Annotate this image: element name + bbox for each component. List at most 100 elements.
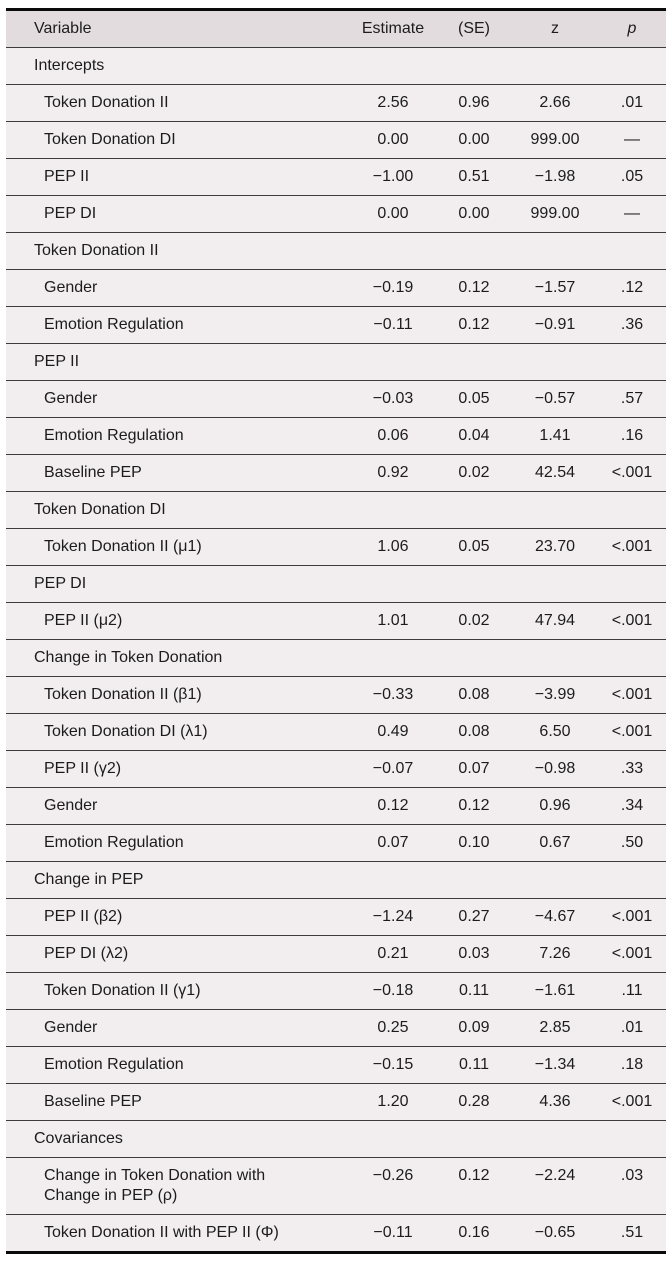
se-value: 0.03 — [436, 935, 512, 973]
se-value: 0.11 — [436, 1046, 512, 1084]
z-value: −1.34 — [512, 1046, 598, 1084]
se-value: 0.27 — [436, 898, 512, 936]
row-label: Change in Token Donation with Change in … — [6, 1157, 350, 1215]
row-label-text: PEP II (μ2) — [44, 612, 123, 629]
section-header-label: Token Donation DI — [6, 491, 666, 529]
row-label: Baseline PEP — [6, 454, 350, 492]
z-value: 999.00 — [512, 121, 598, 159]
section-header-row: Token Donation DI — [6, 491, 666, 529]
estimate-value: −1.00 — [350, 158, 436, 196]
row-label-text: PEP II (γ2) — [44, 760, 122, 777]
estimate-value: 0.21 — [350, 935, 436, 973]
estimate-value: 1.01 — [350, 602, 436, 640]
p-value: <.001 — [598, 713, 666, 751]
row-label-text: Gender — [44, 279, 98, 296]
z-value: −4.67 — [512, 898, 598, 936]
row-label-text: Change in Token Donation with Change in … — [44, 1167, 266, 1204]
section-header-label: Intercepts — [6, 47, 666, 85]
estimate-value: −0.33 — [350, 676, 436, 714]
estimate-value: 0.92 — [350, 454, 436, 492]
table-row: Gender −0.03 0.05 −0.57.57 — [6, 380, 666, 418]
table-row: PEP DI (λ2) 0.21 0.03 7.26 <.001 — [6, 935, 666, 973]
row-label-text: Emotion Regulation — [44, 427, 184, 444]
p-value: — — [598, 121, 666, 159]
se-value: 0.12 — [436, 787, 512, 825]
se-value: 0.12 — [436, 269, 512, 307]
se-value: 0.05 — [436, 528, 512, 566]
row-label-text: Token Donation II — [44, 94, 169, 111]
row-label: Token Donation II (β1) — [6, 676, 350, 714]
row-label: Baseline PEP — [6, 1083, 350, 1121]
col-header-estimate: Estimate — [350, 9, 436, 48]
p-value: .50 — [598, 824, 666, 862]
row-label: Emotion Regulation — [6, 306, 350, 344]
table-header-row: Variable Estimate (SE) z p — [6, 9, 666, 48]
estimate-value: −0.26 — [350, 1157, 436, 1215]
row-label: Token Donation II (γ1) — [6, 972, 350, 1010]
section-header-row: Covariances — [6, 1120, 666, 1158]
p-value: .36 — [598, 306, 666, 344]
z-value: 47.94 — [512, 602, 598, 640]
table-row: Emotion Regulation −0.15 0.11 −1.34.18 — [6, 1046, 666, 1084]
se-value: 0.07 — [436, 750, 512, 788]
estimate-value: 1.06 — [350, 528, 436, 566]
table-row: PEP II (γ2) −0.07 0.07 −0.98.33 — [6, 750, 666, 788]
row-label-text: Emotion Regulation — [44, 316, 184, 333]
se-value: 0.12 — [436, 1157, 512, 1215]
col-header-z: z — [512, 9, 598, 48]
se-value: 0.02 — [436, 454, 512, 492]
z-value: 2.66 — [512, 84, 598, 122]
p-value: .01 — [598, 84, 666, 122]
p-value: <.001 — [598, 528, 666, 566]
row-label: Token Donation DI — [6, 121, 350, 159]
p-value: <.001 — [598, 676, 666, 714]
row-label-text: Token Donation II (β1) — [44, 686, 202, 703]
se-value: 0.08 — [436, 676, 512, 714]
table-row: Token Donation II (μ1) 1.06 0.05 23.70 <.001 — [6, 528, 666, 566]
estimate-value: 0.06 — [350, 417, 436, 455]
row-label-text: Gender — [44, 1019, 98, 1036]
se-value: 0.05 — [436, 380, 512, 418]
se-value: 0.28 — [436, 1083, 512, 1121]
table-row: Token Donation II (β1) −0.33 0.08 −3.99 <.00… — [6, 676, 666, 714]
table-row: PEP DI 0.00 0.00 999.00— — [6, 195, 666, 233]
row-label-text: Token Donation II with PEP II (Φ) — [44, 1224, 279, 1241]
section-header-row: Token Donation II — [6, 232, 666, 270]
section-header-row: Change in PEP — [6, 861, 666, 899]
row-label: PEP II — [6, 158, 350, 196]
row-label: PEP II (γ2) — [6, 750, 350, 788]
p-value: .51 — [598, 1214, 666, 1253]
p-value: .12 — [598, 269, 666, 307]
section-header-label: Covariances — [6, 1120, 666, 1158]
table-row: Gender 0.25 0.09 2.85.01 — [6, 1009, 666, 1047]
estimate-value: 2.56 — [350, 84, 436, 122]
z-value: 0.96 — [512, 787, 598, 825]
p-value: <.001 — [598, 898, 666, 936]
z-value: 1.41 — [512, 417, 598, 455]
p-value: .34 — [598, 787, 666, 825]
se-value: 0.11 — [436, 972, 512, 1010]
row-label-text: Token Donation DI (λ1) — [44, 723, 208, 740]
row-label: Gender — [6, 380, 350, 418]
regression-results-table: Variable Estimate (SE) z p Intercepts Tok… — [6, 8, 666, 1254]
section-header-label: Change in Token Donation — [6, 639, 666, 677]
row-label-text: PEP II (β2) — [44, 908, 123, 925]
table-row: Token Donation II 2.56 0.96 2.66.01 — [6, 84, 666, 122]
row-label-text: Emotion Regulation — [44, 834, 184, 851]
estimate-value: 0.00 — [350, 121, 436, 159]
row-label-text: Gender — [44, 797, 98, 814]
row-label-text: PEP DI — [44, 205, 97, 222]
se-value: 0.08 — [436, 713, 512, 751]
row-label: Emotion Regulation — [6, 824, 350, 862]
section-header-row: PEP II — [6, 343, 666, 381]
p-value: <.001 — [598, 1083, 666, 1121]
z-value: −1.61 — [512, 972, 598, 1010]
table-row: Gender −0.19 0.12 −1.57.12 — [6, 269, 666, 307]
se-value: 0.10 — [436, 824, 512, 862]
p-value: .05 — [598, 158, 666, 196]
row-label: PEP II (μ2) — [6, 602, 350, 640]
col-header-variable: Variable — [6, 9, 350, 48]
p-value: .18 — [598, 1046, 666, 1084]
se-value: 0.00 — [436, 121, 512, 159]
row-label: PEP DI (λ2) — [6, 935, 350, 973]
